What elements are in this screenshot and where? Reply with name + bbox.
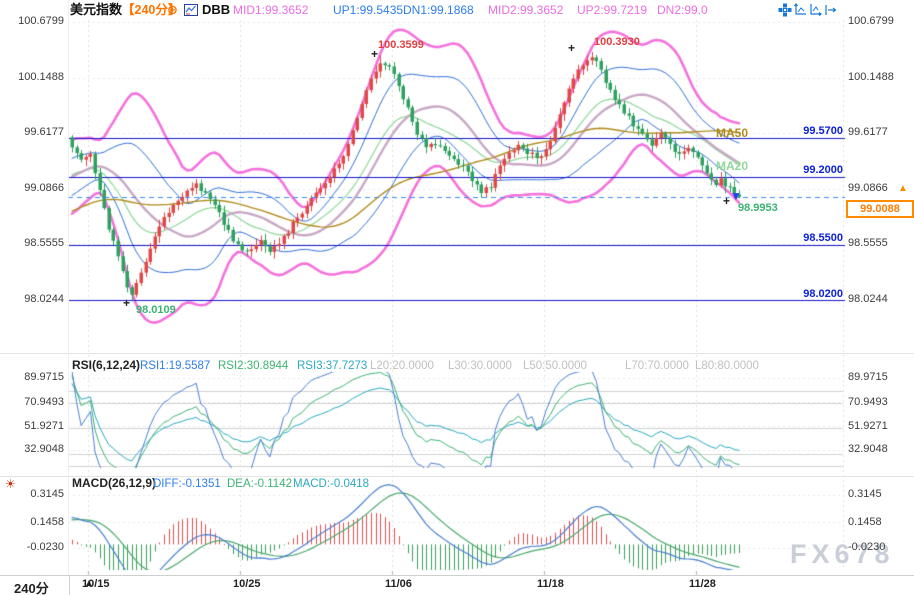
rsi3-value: RSI3:37.7273 [297,360,368,372]
rsi-level-label: L50:50.0000 [523,360,587,372]
period-selector-arrow[interactable]: ▲ [84,578,94,589]
symbol-title: 美元指数 [70,2,123,17]
dbb-dn2-value: DN2:99.0 [657,3,708,17]
y-axis-tick: 99.6177 [24,126,64,138]
ma20-label: MA20 [716,159,749,173]
macd-diff-value: DIFF:-0.1351 [153,478,221,490]
hline-price-label: 98.0200 [803,288,843,300]
x-axis-date: 10/15 [82,578,110,590]
macd-value: MACD:-0.0418 [293,478,370,490]
y-axis-tick: 100.6799 [18,15,64,27]
watermark: FX678 [790,539,895,569]
rsi-axis-tick: 32.9048 [848,443,888,455]
y-axis-tick: 100.1488 [848,71,894,83]
rsi-level-label: L30:30.0000 [448,360,512,372]
dbb-up2-value: UP2:99.7219 [577,3,648,17]
down-arrow-icon: ▼ [730,189,742,203]
y-axis-tick: 98.0244 [848,293,888,305]
rsi2-value: RSI2:30.8944 [218,360,289,372]
rsi-axis-tick: 32.9048 [24,443,64,455]
rsi-axis-tick: 51.9271 [24,420,64,432]
axis-divider [68,0,69,595]
hline-price-label: 99.5700 [803,125,843,137]
macd-indicator-name: MACD(26,12,9) [72,476,157,490]
peak-annotation: 100.3599 [378,39,424,51]
indicator-chart-icon[interactable] [184,3,198,17]
y-axis-tick: 99.0866 [24,182,64,194]
axis-shift-icon[interactable] [808,3,822,17]
rsi-axis-tick: 70.9493 [24,396,64,408]
panel-divider [0,476,914,477]
anchor-plus-icon: + [123,296,131,310]
ma50-label: MA50 [716,126,749,140]
anchor-plus-icon: + [371,47,379,61]
indicator-name: DBB [202,2,231,17]
add-indicator-icon[interactable]: ⊕ [167,2,178,17]
period-selector[interactable]: 240分 [14,581,49,595]
y-axis-tick: 100.6799 [848,15,894,27]
macd-axis-tick: 0.1458 [848,516,882,528]
hline-price-label: 98.5500 [803,232,843,244]
axis-scale-icon[interactable] [793,3,807,17]
macd-dea-value: DEA:-0.1142 [227,478,292,490]
time-axis-bar [0,575,914,595]
hline-price-label: 99.2000 [803,164,843,176]
y-axis-tick: 98.5555 [24,237,64,249]
macd-axis-tick: -0.0230 [848,541,886,553]
rsi-level-label: L20:20.0000 [370,360,434,372]
macd-axis-tick: -0.0230 [26,541,64,553]
sun-icon[interactable]: ☀ [5,477,16,491]
dbb-mid1-value: MID1:99.3652 [233,3,309,17]
low-annotation: 98.0109 [136,304,176,316]
anchor-plus-icon: + [568,41,576,55]
panel-divider [0,353,914,354]
dbb-mid2-value: MID2:99.3652 [488,3,564,17]
y-axis-tick: 98.5555 [848,237,888,249]
macd-axis-tick: 0.1458 [30,516,64,528]
x-axis-date: 11/28 [689,578,716,590]
peak-annotation: 100.3930 [594,36,640,48]
price-marker-icon: ▲ [898,183,908,194]
x-axis-date: 11/18 [537,578,564,590]
rsi-level-label: L70:70.0000 [625,360,689,372]
x-axis-date: 10/25 [233,578,261,590]
dbb-up1-value: UP1:99.5435 [333,3,404,17]
time-axis-divider [69,575,70,595]
rsi-level-label: L80:80.0000 [695,360,759,372]
crosshair-icon[interactable] [778,3,792,17]
y-axis-tick: 99.0866 [848,182,888,194]
rsi-axis-tick: 70.9493 [848,396,888,408]
rsi-indicator-name: RSI(6,12,24) [72,358,141,372]
rsi-axis-tick: 89.9715 [24,371,64,383]
rsi-axis-tick: 51.9271 [848,420,888,432]
y-axis-tick: 99.6177 [848,126,888,138]
rsi-axis-tick: 89.9715 [848,371,888,383]
current-price-box: 99.0088 [846,200,914,218]
y-axis-tick: 98.0244 [24,293,64,305]
period-label[interactable]: 【240分】 [122,3,181,17]
macd-axis-tick: 0.3145 [848,488,882,500]
x-axis-date: 11/06 [385,578,412,590]
exit-chart-icon[interactable] [823,3,837,17]
anchor-plus-icon: + [723,194,731,208]
dbb-dn1-value: DN1:99.1868 [403,3,474,17]
y-axis-tick: 100.1488 [18,71,64,83]
low-annotation: 98.9953 [738,202,778,214]
macd-axis-tick: 0.3145 [30,488,64,500]
rsi1-value: RSI1:19.5587 [140,360,211,372]
